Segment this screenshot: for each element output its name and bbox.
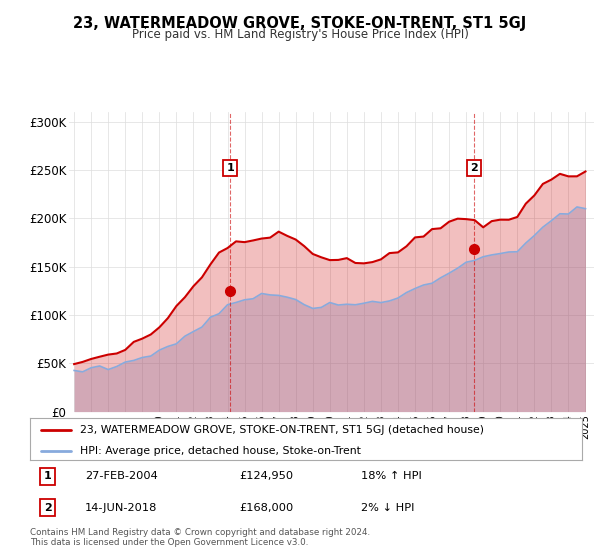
Text: £168,000: £168,000	[240, 503, 294, 513]
Text: £124,950: £124,950	[240, 472, 294, 482]
Text: 2: 2	[44, 503, 52, 513]
Text: 2% ↓ HPI: 2% ↓ HPI	[361, 503, 415, 513]
Text: 1: 1	[44, 472, 52, 482]
Text: 14-JUN-2018: 14-JUN-2018	[85, 503, 158, 513]
Text: 1: 1	[226, 163, 234, 173]
Text: 2: 2	[470, 163, 478, 173]
Text: 23, WATERMEADOW GROVE, STOKE-ON-TRENT, ST1 5GJ (detached house): 23, WATERMEADOW GROVE, STOKE-ON-TRENT, S…	[80, 425, 484, 435]
Text: 27-FEB-2004: 27-FEB-2004	[85, 472, 158, 482]
Text: 18% ↑ HPI: 18% ↑ HPI	[361, 472, 422, 482]
Text: Price paid vs. HM Land Registry's House Price Index (HPI): Price paid vs. HM Land Registry's House …	[131, 28, 469, 41]
Text: Contains HM Land Registry data © Crown copyright and database right 2024.
This d: Contains HM Land Registry data © Crown c…	[30, 528, 370, 547]
Text: 23, WATERMEADOW GROVE, STOKE-ON-TRENT, ST1 5GJ: 23, WATERMEADOW GROVE, STOKE-ON-TRENT, S…	[73, 16, 527, 31]
Text: HPI: Average price, detached house, Stoke-on-Trent: HPI: Average price, detached house, Stok…	[80, 446, 361, 456]
